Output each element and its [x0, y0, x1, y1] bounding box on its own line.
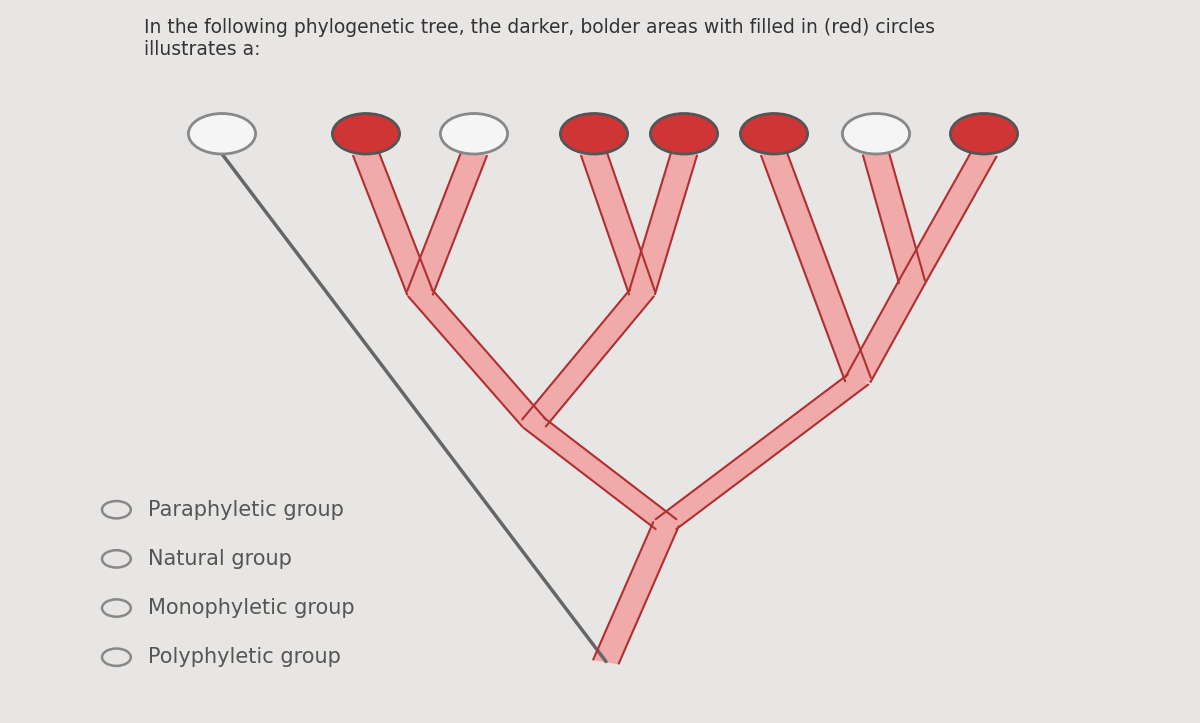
Polygon shape: [846, 280, 924, 382]
Text: Paraphyletic group: Paraphyletic group: [148, 500, 343, 520]
Circle shape: [332, 114, 400, 154]
Polygon shape: [522, 289, 654, 427]
Circle shape: [560, 114, 628, 154]
Circle shape: [102, 649, 131, 666]
Polygon shape: [761, 153, 871, 381]
Polygon shape: [655, 375, 869, 529]
Circle shape: [842, 114, 910, 154]
Polygon shape: [408, 289, 546, 427]
Circle shape: [102, 501, 131, 518]
Text: In the following phylogenetic tree, the darker, bolder areas with filled in (red: In the following phylogenetic tree, the …: [144, 18, 935, 59]
Text: Polyphyletic group: Polyphyletic group: [148, 647, 341, 667]
Polygon shape: [407, 152, 487, 295]
Polygon shape: [581, 153, 655, 294]
Polygon shape: [523, 418, 677, 529]
Circle shape: [650, 114, 718, 154]
Polygon shape: [900, 151, 996, 285]
Circle shape: [188, 114, 256, 154]
Polygon shape: [593, 522, 679, 664]
Circle shape: [102, 599, 131, 617]
Polygon shape: [863, 153, 925, 283]
Polygon shape: [629, 153, 697, 294]
Polygon shape: [353, 152, 433, 295]
Text: Natural group: Natural group: [148, 549, 292, 569]
Circle shape: [740, 114, 808, 154]
Circle shape: [440, 114, 508, 154]
Text: Monophyletic group: Monophyletic group: [148, 598, 354, 618]
Circle shape: [950, 114, 1018, 154]
Circle shape: [102, 550, 131, 568]
